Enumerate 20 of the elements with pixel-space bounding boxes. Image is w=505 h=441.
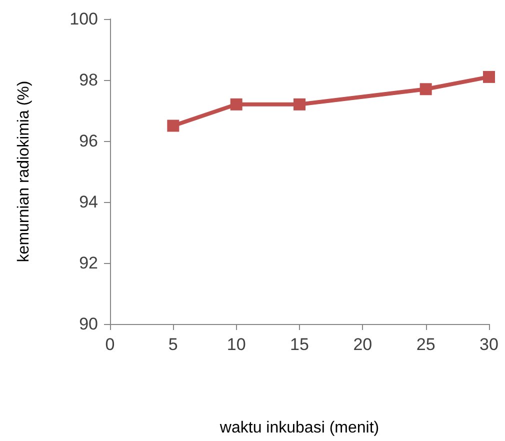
x-tick-label: 10 <box>226 335 246 354</box>
y-tick-label: 98 <box>79 70 98 90</box>
y-tick-label: 100 <box>70 10 98 28</box>
point <box>420 83 432 96</box>
y-tick-label: 96 <box>79 132 98 150</box>
point <box>230 98 242 110</box>
y-axis-title: kemurnian radiokimia (%) <box>16 80 32 262</box>
y-tick-label: 92 <box>79 254 98 272</box>
point <box>294 98 306 110</box>
x-axis-title: waktu inkubasi (menit) <box>218 420 380 436</box>
x-tick-label: 25 <box>416 335 436 354</box>
point <box>167 120 180 132</box>
point <box>483 70 495 83</box>
y-tick-label: 90 <box>79 314 98 334</box>
x-tick-label: 30 <box>480 335 498 354</box>
x-tick-label: 0 <box>105 335 115 354</box>
x-tick-label: 20 <box>353 335 372 354</box>
x-tick-label: 15 <box>290 335 309 354</box>
y-tick-label: 94 <box>79 192 98 212</box>
x-tick-label: 5 <box>168 335 178 354</box>
